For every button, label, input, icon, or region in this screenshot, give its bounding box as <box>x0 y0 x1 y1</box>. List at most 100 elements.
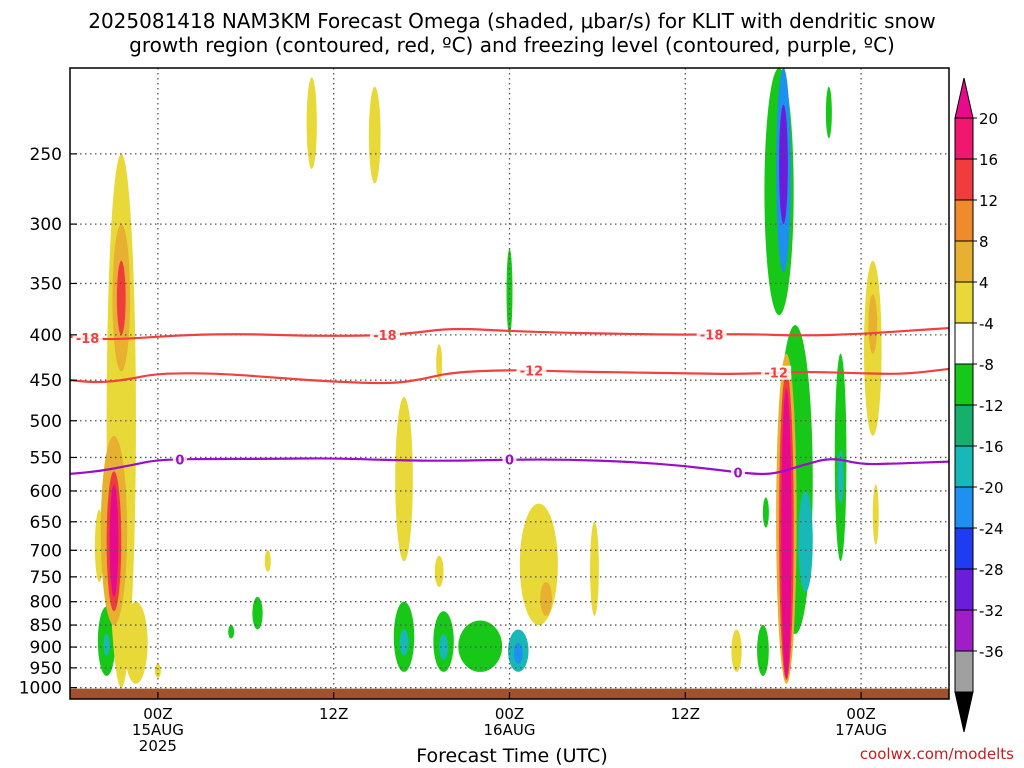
chart-title-line-2: growth region (contoured, red, ºC) and f… <box>129 33 895 57</box>
y-tick-label: 650 <box>30 513 62 533</box>
colorbar-bin <box>954 527 974 570</box>
contour-label: -18 <box>700 328 724 343</box>
contour-label: 0 <box>734 466 743 481</box>
chart-title-line-1: 2025081418 NAM3KM Forecast Omega (shaded… <box>88 9 936 33</box>
colorbar-label: -24 <box>979 520 1004 538</box>
contour-label-bg <box>761 365 792 380</box>
credit-link[interactable]: coolwx.com/modelts <box>859 745 1014 763</box>
omega-region <box>798 490 813 592</box>
x-tick-label: 00Z <box>846 705 875 723</box>
colorbar-bin <box>954 281 974 324</box>
contour-label: -12 <box>520 364 544 379</box>
colorbar-label: -32 <box>979 602 1004 620</box>
contour-label-bg <box>731 465 746 480</box>
y-tick-label: 800 <box>30 593 62 613</box>
colorbar-label: -28 <box>979 561 1004 579</box>
colorbar-bin <box>954 117 974 160</box>
omega-region <box>825 86 832 139</box>
colorbar-top-extension <box>954 77 974 119</box>
x-tick-date: 15AUG <box>132 721 184 739</box>
contour-label: -12 <box>764 367 788 382</box>
x-tick-date: 17AUG <box>835 721 887 739</box>
omega-region <box>731 629 742 672</box>
omega-region <box>872 484 879 545</box>
omega-region <box>439 634 448 660</box>
omega-region <box>434 555 444 587</box>
omega-region <box>368 86 381 184</box>
y-tick-label: 900 <box>30 638 62 658</box>
colorbar-bottom-extension <box>954 691 974 733</box>
y-tick-label: 600 <box>30 482 62 502</box>
colorbar-bin <box>954 404 974 447</box>
colorbar-label: -4 <box>979 315 994 333</box>
omega-region <box>306 77 317 170</box>
isotherm-contour-line <box>70 326 949 341</box>
omega-region <box>781 388 792 678</box>
omega-region <box>264 550 271 572</box>
colorbar-bin <box>954 650 974 693</box>
colorbar-label: 12 <box>979 192 998 210</box>
omega-region <box>757 625 769 676</box>
y-tick-label: 300 <box>30 215 62 235</box>
y-tick-label: 400 <box>30 326 62 346</box>
contour-label: -18 <box>373 329 397 344</box>
omega-region <box>762 497 769 528</box>
x-tick-label: 00Z <box>495 705 524 723</box>
temperature-contours: -18 -18 -18 -12 -12 0 0 0 <box>70 326 949 481</box>
colorbar-label: -20 <box>979 479 1004 497</box>
x-tick-label: 12Z <box>319 705 348 723</box>
omega-region <box>458 620 503 672</box>
y-tick-label: 750 <box>30 568 62 588</box>
colorbar-legend: 20 16 12 8 4 -4 -8 -12 -16 -20 -24 -28 -32 -36 <box>954 77 1004 733</box>
x-tick-date: 16AUG <box>484 721 536 739</box>
y-axis-pressure-ticks: 2503003504004505005506006507007508008509… <box>19 145 77 699</box>
colorbar-bin <box>954 158 974 201</box>
omega-region <box>540 581 552 616</box>
contour-label-bg <box>516 363 547 378</box>
x-tick-year: 2025 <box>139 737 177 755</box>
contour-label-bg <box>72 331 103 346</box>
contour-label: 0 <box>505 454 514 469</box>
colorbar-bin <box>954 240 974 283</box>
y-tick-label: 450 <box>30 371 62 391</box>
omega-region <box>103 634 110 656</box>
colorbar-bin <box>954 322 974 365</box>
colorbar-bin <box>954 609 974 652</box>
omega-region <box>116 260 126 335</box>
omega-region <box>228 625 235 639</box>
omega-region <box>436 344 443 381</box>
y-tick-label: 850 <box>30 616 62 636</box>
colorbar-label: 16 <box>979 151 998 169</box>
contour-label-bg <box>172 452 187 467</box>
y-tick-label: 700 <box>30 541 62 561</box>
colorbar-label: -12 <box>979 397 1004 415</box>
y-tick-label: 950 <box>30 659 62 679</box>
colorbar-bin <box>954 445 974 488</box>
colorbar-bin <box>954 568 974 611</box>
x-tick-label: 00Z <box>143 705 172 723</box>
omega-region <box>109 484 119 597</box>
y-tick-label: 500 <box>30 412 62 432</box>
colorbar-label: -16 <box>979 438 1004 456</box>
gridlines <box>70 68 949 689</box>
omega-region <box>154 663 161 678</box>
x-tick-label: 12Z <box>671 705 700 723</box>
x-axis-title: Forecast Time (UTC) <box>416 745 608 767</box>
y-tick-label: 350 <box>30 274 62 294</box>
colorbar-label: -36 <box>979 643 1004 661</box>
omega-region <box>252 596 263 630</box>
colorbar-label: 8 <box>979 233 989 251</box>
colorbar-bin <box>954 363 974 406</box>
y-tick-label: 250 <box>30 145 62 165</box>
colorbar-label: 20 <box>979 110 998 128</box>
omega-region <box>868 294 878 354</box>
contour-label: 0 <box>175 453 184 468</box>
omega-region <box>779 104 788 225</box>
colorbar-label: -8 <box>979 356 994 374</box>
y-tick-label: 1000 <box>19 679 62 699</box>
omega-region <box>837 450 844 504</box>
omega-shading <box>94 68 882 688</box>
omega-region <box>590 521 599 616</box>
